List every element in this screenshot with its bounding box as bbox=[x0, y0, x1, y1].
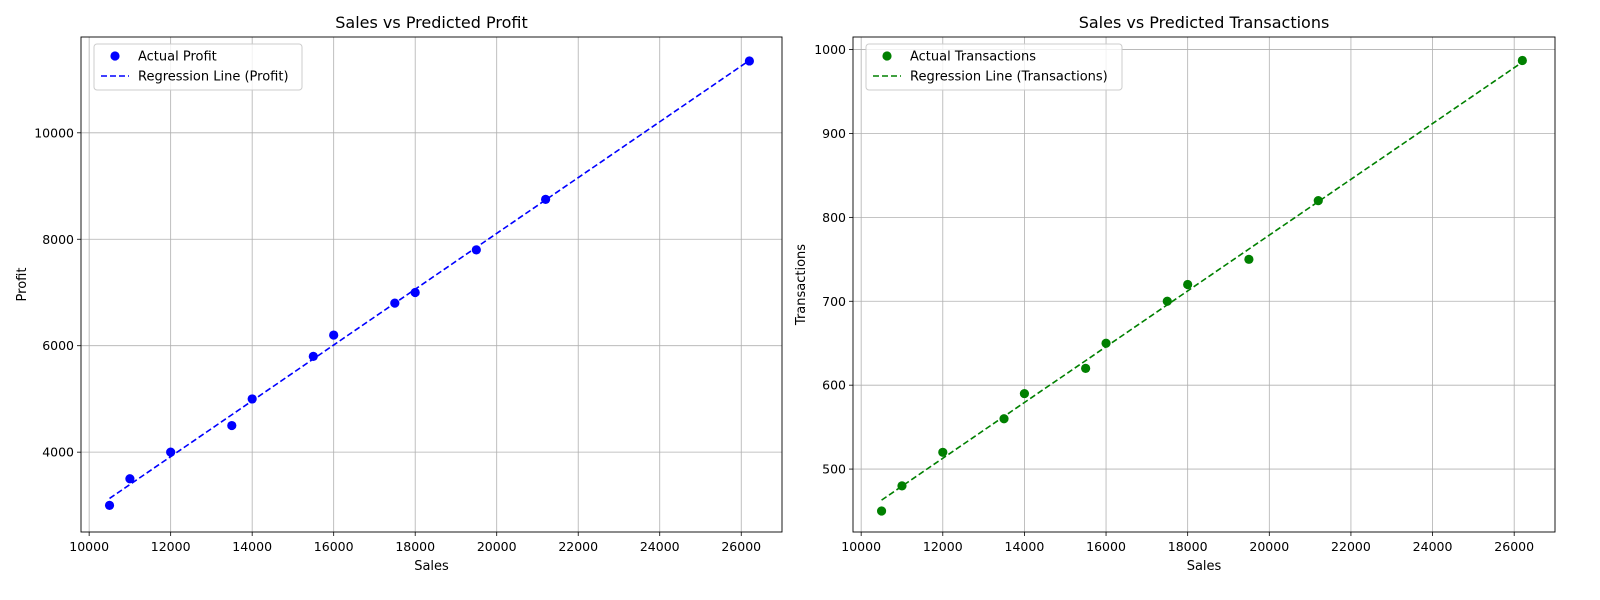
x-tick-label: 12000 bbox=[923, 539, 963, 554]
regression-line bbox=[109, 59, 750, 500]
chart-title: Sales vs Predicted Profit bbox=[335, 13, 528, 32]
legend-label: Regression Line (Profit) bbox=[138, 70, 289, 85]
y-tick-label: 1000 bbox=[814, 42, 846, 57]
y-tick-label: 500 bbox=[822, 462, 846, 477]
x-tick-label: 22000 bbox=[1331, 539, 1371, 554]
x-axis-label: Sales bbox=[414, 559, 449, 574]
data-point bbox=[166, 447, 176, 457]
x-tick-label: 18000 bbox=[395, 539, 435, 554]
y-axis-label: Transactions bbox=[794, 244, 809, 326]
legend-box bbox=[865, 43, 1123, 91]
y-tick-label: 900 bbox=[822, 126, 846, 141]
x-tick-label: 12000 bbox=[151, 539, 191, 554]
data-point bbox=[104, 500, 115, 510]
chart-title: Sales vs Predicted Transactions bbox=[1079, 13, 1330, 32]
legend-box bbox=[93, 43, 303, 91]
data-point bbox=[999, 414, 1009, 424]
legend-label: Regression Line (Transactions) bbox=[910, 70, 1108, 85]
x-tick-label: 14000 bbox=[232, 539, 272, 554]
y-tick-label: 10000 bbox=[34, 125, 74, 140]
x-tick-label: 26000 bbox=[721, 539, 761, 554]
x-tick-label: 16000 bbox=[1086, 539, 1126, 554]
data-point bbox=[1081, 363, 1091, 373]
legend-point-marker bbox=[110, 51, 120, 61]
x-tick-label: 24000 bbox=[640, 539, 680, 554]
data-point bbox=[227, 420, 237, 431]
data-point bbox=[308, 351, 318, 361]
y-tick-label: 8000 bbox=[42, 232, 74, 247]
chart-panel-2: 10000 12000 14000 16000 18000 20000 22000 24000… bbox=[794, 13, 1556, 574]
regression-line bbox=[881, 61, 1523, 501]
plot-frame bbox=[80, 36, 783, 533]
legend-label: Actual Transactions bbox=[910, 50, 1036, 65]
y-tick-label: 600 bbox=[822, 378, 846, 393]
data-point bbox=[1517, 55, 1527, 66]
y-tick-label: 700 bbox=[822, 294, 846, 309]
legend-label: Actual Profit bbox=[138, 50, 217, 65]
data-point bbox=[125, 474, 135, 484]
x-tick-label: 16000 bbox=[314, 539, 354, 554]
x-tick-label: 20000 bbox=[477, 539, 517, 554]
x-tick-label: 10000 bbox=[841, 539, 881, 554]
x-tick-label: 22000 bbox=[558, 539, 598, 554]
x-tick-label: 20000 bbox=[1249, 539, 1289, 554]
x-tick-label: 10000 bbox=[69, 539, 109, 554]
x-tick-label: 26000 bbox=[1494, 539, 1534, 554]
y-tick-label: 800 bbox=[822, 210, 846, 225]
data-point bbox=[1019, 388, 1030, 399]
x-axis-label: Sales bbox=[1187, 559, 1222, 574]
data-point bbox=[1244, 254, 1254, 264]
data-point bbox=[329, 330, 339, 340]
y-tick-label: 6000 bbox=[42, 338, 74, 353]
data-point bbox=[247, 394, 257, 404]
chart-panel-1: 10000 12000 14000 16000 18000 20000 22000 24000… bbox=[15, 13, 783, 574]
data-point bbox=[410, 287, 420, 298]
x-tick-label: 18000 bbox=[1168, 539, 1208, 554]
x-tick-label: 24000 bbox=[1413, 539, 1453, 554]
data-point bbox=[1162, 296, 1172, 306]
legend-point-marker bbox=[882, 51, 892, 61]
y-axis-label: Profit bbox=[15, 268, 30, 302]
x-tick-label: 14000 bbox=[1005, 539, 1045, 554]
plot-frame bbox=[852, 36, 1556, 533]
data-point bbox=[876, 506, 887, 516]
data-point bbox=[471, 245, 481, 255]
y-tick-label: 4000 bbox=[42, 445, 74, 460]
data-point bbox=[1183, 279, 1193, 290]
data-point bbox=[938, 447, 948, 457]
